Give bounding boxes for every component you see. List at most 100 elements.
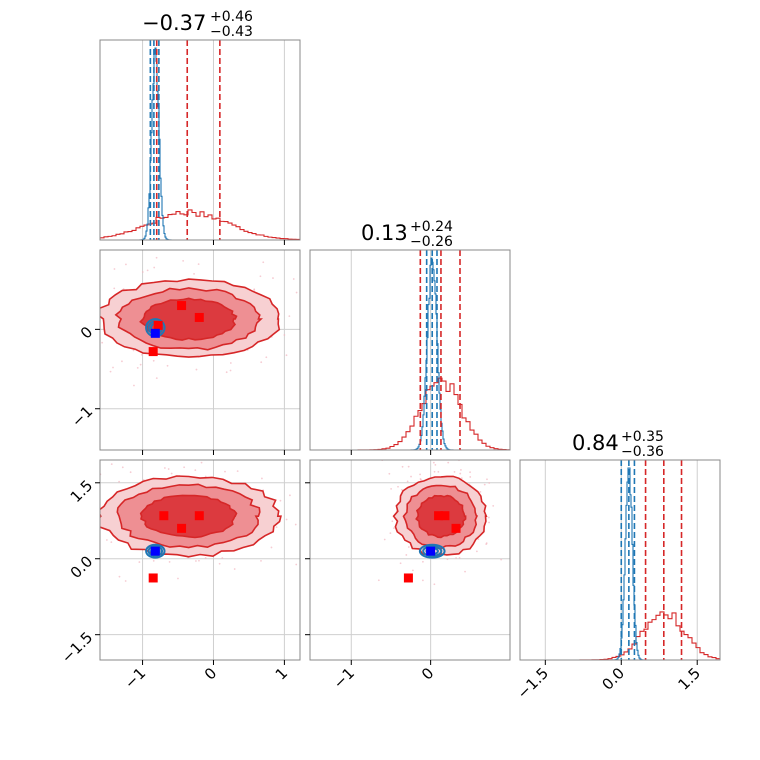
x-tick-label: −1.5 [514,664,552,702]
y-tick-label: −1 [68,402,96,430]
scatter-sample [275,526,278,529]
panel-background [520,460,720,660]
scatter-sample [288,315,291,318]
scatter-sample [261,477,263,480]
blue-histogram [520,467,720,660]
blue-marker [150,546,160,556]
scatter-sample [59,320,61,322]
scatter-sample [91,312,93,314]
title-minus: −0.26 [410,234,453,250]
scatter-sample [469,471,471,474]
scatter-sample [62,501,64,503]
scatter-sample [82,274,84,276]
panel-frame [99,459,301,661]
scatter-sample [459,472,462,475]
scatter-sample [433,583,436,586]
red-marker [194,511,204,521]
scatter-sample [265,356,268,359]
scatter-sample [166,364,169,367]
red-marker [440,511,450,521]
scatter-sample [225,371,228,374]
scatter-sample [289,494,291,497]
scatter-sample [118,575,121,578]
scatter-sample [458,556,461,559]
scatter-sample [95,532,97,534]
scatter-sample [434,463,437,466]
scatter-sample [195,560,197,562]
red-marker [159,511,169,521]
scatter-sample [283,334,286,336]
scatter-sample [51,333,53,335]
scatter-sample [155,377,158,380]
scatter-sample [260,361,263,364]
scatter-sample [464,570,466,573]
blue-marker [150,328,160,338]
scatter-sample [391,520,394,523]
scatter-sample [177,577,179,580]
scatter-sample [170,472,173,475]
scatter-sample [419,473,421,476]
scatter-sample [262,261,265,264]
scatter-sample [295,291,298,294]
scatter-sample [260,559,262,562]
red-marker [148,347,158,357]
scatter-sample [516,551,518,553]
scatter-sample [236,470,239,473]
scatter-sample [204,557,207,559]
title-param-2: 0.84 +0.35 −0.36 [572,429,664,460]
x-tick-label: 0 [201,664,220,683]
scatter-sample [238,454,240,456]
scatter-sample [138,561,141,563]
title-value: 0.13 [361,221,408,245]
scatter-sample [407,546,410,548]
title-value: 0.84 [572,431,619,455]
scatter-sample [479,490,482,493]
panel-frame [309,459,511,661]
scatter-panel-2-0 [62,454,300,660]
scatter-sample [399,562,402,565]
scatter-sample [141,271,144,273]
scatter-sample [259,275,262,278]
scatter-panel-1-0 [51,250,300,450]
scatter-sample [390,487,393,490]
scatter-sample [155,256,158,259]
panel-background [100,40,300,240]
scatter-sample [224,470,226,473]
scatter-sample [121,466,124,469]
scatter-sample [253,288,256,291]
red-histogram [100,209,300,240]
scatter-sample [140,353,143,356]
scatter-sample [118,480,121,483]
y-tick-label: 0 [77,323,96,342]
scatter-sample [110,463,113,466]
scatter-sample [91,538,93,540]
x-tick-label: 0.0 [598,664,628,694]
scatter-sample [121,360,123,363]
red-contour [139,494,238,539]
scatter-sample [109,370,112,373]
scatter-sample [433,470,436,473]
scatter-sample [469,476,472,478]
scatter-sample [270,546,273,549]
scatter-sample [218,562,221,565]
scatter-panel-2-1 [310,460,518,660]
scatter-sample [389,532,392,535]
scatter-sample [475,550,478,553]
scatter-sample [485,543,488,546]
title-plus: +0.35 [621,429,664,445]
x-tick-label: 0 [418,664,437,683]
scatter-sample [163,467,166,469]
title-param-0: −0.37 +0.46 −0.43 [142,9,253,40]
scatter-sample [460,469,462,471]
red-marker [451,523,461,533]
x-tick-label: 1.5 [674,664,704,694]
scatter-sample [105,539,108,541]
scatter-sample [421,579,424,582]
scatter-sample [294,523,297,526]
scatter-sample [110,455,112,457]
scatter-sample [168,561,171,563]
scatter-sample [477,538,480,541]
scatter-sample [229,369,232,372]
scatter-sample [197,263,200,266]
title-minus: −0.43 [210,24,253,40]
